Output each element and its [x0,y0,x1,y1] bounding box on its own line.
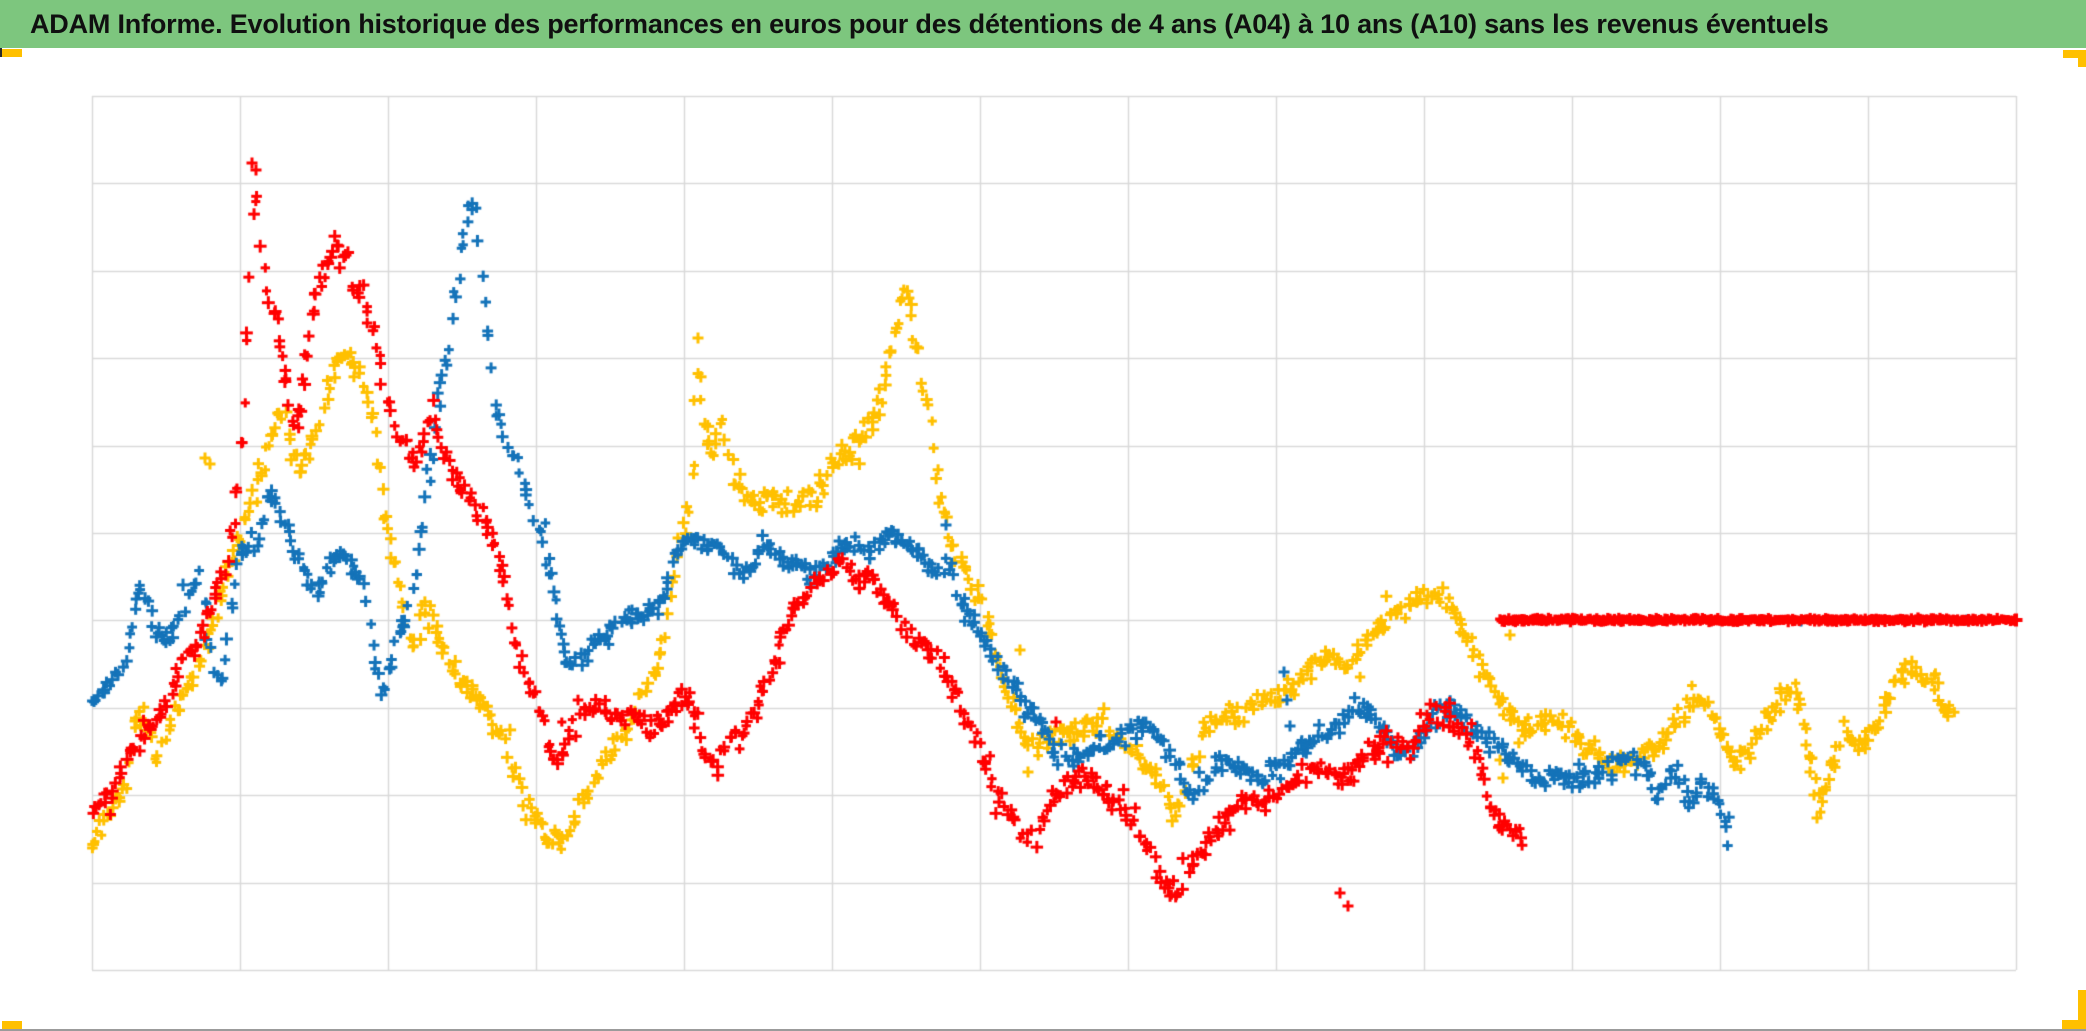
corner-accent-top-right-vertical [2078,50,2086,67]
corner-accent-bottom-right-horizontal [2062,1020,2086,1030]
corner-accent-top-right-horizontal [2063,50,2086,58]
corner-accent-bottom-left [2,1021,22,1030]
corner-accent-bottom-right-vertical [2078,990,2086,1030]
bottom-divider-rule [0,1029,2086,1031]
corner-accent-top-left [2,49,22,57]
